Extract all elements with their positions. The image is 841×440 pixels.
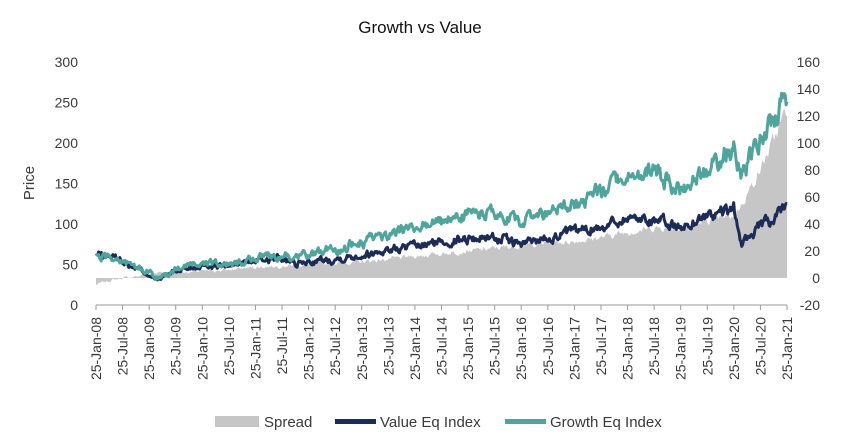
y2-tick-label: 20 bbox=[804, 243, 820, 259]
y2-tick-label: 160 bbox=[797, 54, 821, 70]
x-tick-label: 25-Jan-20 bbox=[726, 317, 742, 380]
y-tick-label: 100 bbox=[55, 216, 79, 232]
x-tick-label: 25-Jul-20 bbox=[752, 317, 768, 376]
x-tick-label: 25-Jan-15 bbox=[460, 317, 476, 380]
x-tick-label: 25-Jan-09 bbox=[141, 317, 157, 380]
x-tick-label: 25-Jan-13 bbox=[354, 317, 370, 380]
x-tick-label: 25-Jul-13 bbox=[380, 317, 396, 376]
value-eq-index-line bbox=[94, 201, 788, 282]
y2-tick-label: 80 bbox=[804, 162, 820, 178]
legend-label-growth: Growth Eq Index bbox=[550, 414, 662, 431]
x-tick-label: 25-Jan-17 bbox=[566, 317, 582, 380]
x-tick-label: 25-Jul-16 bbox=[540, 317, 556, 376]
legend: Spread Value Eq Index Growth Eq Index bbox=[215, 414, 662, 431]
y2-tick-label: 60 bbox=[804, 189, 820, 205]
x-tick-label: 25-Jul-15 bbox=[487, 317, 503, 376]
x-tick-label: 25-Jan-11 bbox=[247, 317, 263, 379]
x-tick-label: 25-Jan-16 bbox=[513, 317, 529, 380]
y-axis-title: Price bbox=[21, 166, 38, 200]
x-tick-label: 25-Jul-10 bbox=[221, 317, 237, 376]
y2-tick-label: 140 bbox=[797, 81, 821, 97]
x-tick-label: 25-Jul-17 bbox=[593, 317, 609, 376]
legend-swatch-spread bbox=[215, 416, 259, 427]
x-tick-label: 25-Jan-08 bbox=[88, 317, 104, 380]
x-axis: 25-Jan-08 25-Jul-08 25-Jan-09 25-Jul-09 25-J… bbox=[88, 305, 795, 380]
y-tick-label: 300 bbox=[55, 54, 79, 70]
legend-label-spread: Spread bbox=[264, 414, 312, 431]
right-y-axis: -20 0 20 40 60 80 100 120 140 160 bbox=[797, 54, 821, 313]
growth-eq-index-line bbox=[95, 91, 789, 281]
x-tick-label: 25-Jul-14 bbox=[434, 317, 450, 376]
chart-title: Growth vs Value bbox=[358, 18, 481, 37]
y-tick-label: 0 bbox=[70, 297, 78, 313]
left-y-axis: 0 50 100 150 200 250 300 bbox=[55, 54, 79, 313]
x-tick-label: 25-Jan-19 bbox=[673, 317, 689, 380]
y-tick-label: 50 bbox=[62, 257, 78, 273]
x-tick-label: 25-Jul-08 bbox=[115, 317, 131, 376]
x-tick-label: 25-Jul-12 bbox=[327, 317, 343, 376]
y2-tick-label: 40 bbox=[804, 216, 820, 232]
x-tick-label: 25-Jul-18 bbox=[646, 317, 662, 376]
y2-tick-label: 120 bbox=[797, 108, 821, 124]
x-tick-label: 25-Jan-21 bbox=[779, 317, 795, 380]
y-tick-label: 150 bbox=[55, 176, 79, 192]
x-tick-label: 25-Jul-09 bbox=[168, 317, 184, 376]
y2-tick-label: -20 bbox=[800, 297, 820, 313]
x-tick-label: 25-Jan-10 bbox=[194, 317, 210, 380]
x-tick-label: 25-Jan-18 bbox=[620, 317, 636, 380]
spread-area bbox=[96, 108, 787, 285]
y-tick-label: 200 bbox=[55, 135, 79, 151]
x-tick-label: 25-Jan-12 bbox=[301, 317, 317, 380]
x-tick-label: 25-Jan-14 bbox=[407, 317, 423, 380]
y2-tick-label: 0 bbox=[812, 270, 820, 286]
plot-area bbox=[94, 91, 789, 285]
x-tick-label: 25-Jul-19 bbox=[699, 317, 715, 376]
y-tick-label: 250 bbox=[55, 95, 79, 111]
y2-tick-label: 100 bbox=[797, 135, 821, 151]
legend-label-value: Value Eq Index bbox=[380, 414, 481, 431]
x-tick-label: 25-Jul-11 bbox=[274, 317, 290, 375]
